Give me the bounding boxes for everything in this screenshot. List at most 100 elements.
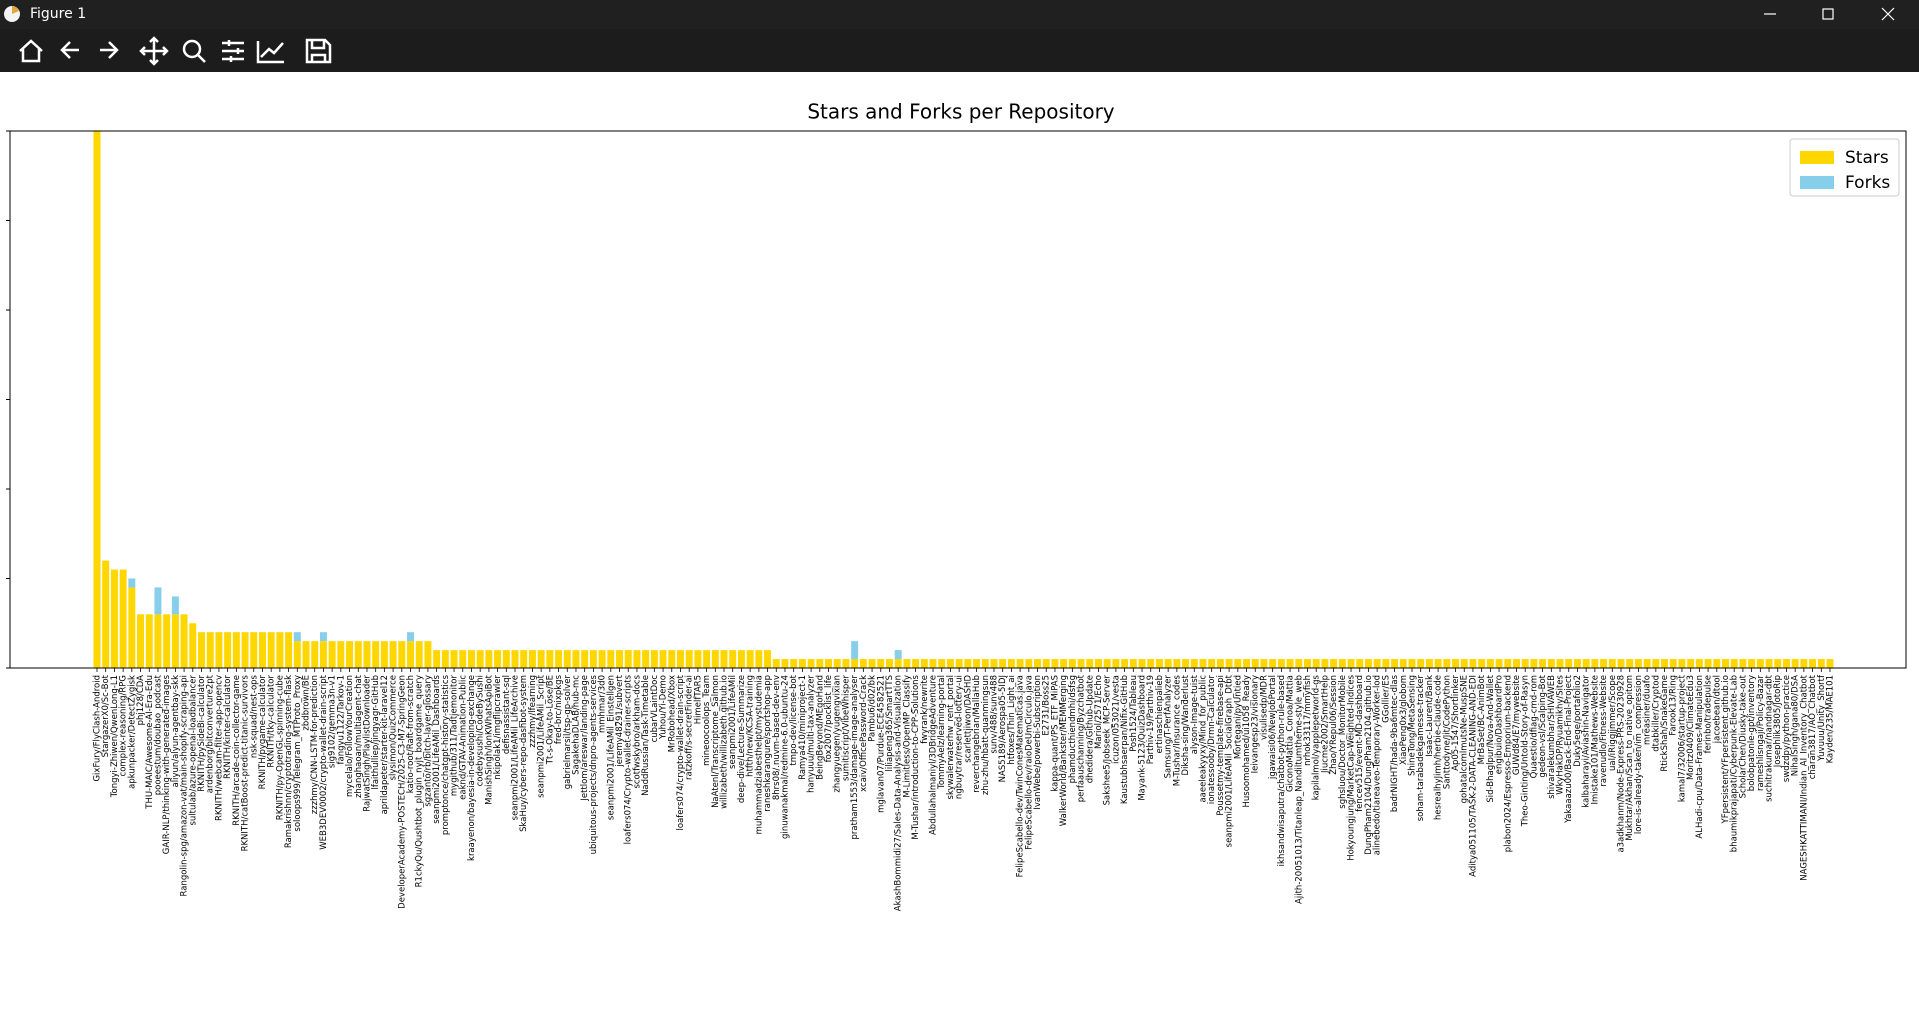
x-tick-label: WalkerWorld/Bankster/MEMMerging [1059,675,1069,826]
x-tick-label: Farook13/Ring [1669,675,1679,736]
x-tick-label: IvanWebe/powerbi-Subscription [1033,675,1043,810]
x-tick-label: Husoomohamed/ui1058_Ready [1242,675,1252,807]
x-tick-label: zzzhmy/lfearning [528,675,538,748]
x-tick-label: Diksha-sing/Wanderlust [1181,674,1191,775]
x-tick-label: E2731/Boss25 [1042,675,1052,736]
legend-swatch [1800,176,1834,189]
x-tick-label: RKNITH/pySideBi-calculator [197,674,207,791]
bar [1782,659,1790,668]
x-tick-label: Isaac-Laurent/Bank [1425,675,1435,757]
zoom-button[interactable] [182,39,202,59]
x-tick-label: Quaestio/dfiag-cmd-rom [1529,675,1539,778]
bar [798,659,806,668]
bar [1687,659,1695,668]
bar [1826,659,1834,668]
x-tick-label: Santtodyne/Jit/CodePython [1442,675,1452,789]
bar [1652,659,1660,668]
pan-button[interactable] [139,36,169,66]
x-tick-label: RKNITH/webcam-filter-app-opencv [214,675,224,821]
bar [1034,659,1042,668]
bar [1251,659,1259,668]
bar [1094,659,1102,668]
window-title: Figure 1 [30,6,87,22]
x-tick-label: Aditya051105/TASK-2-DATA-CLEANING-AND-ED… [1468,675,1478,877]
bar [424,641,432,668]
forward-button[interactable] [100,41,119,59]
bar [267,632,275,668]
bar [1573,659,1581,668]
bar [1199,659,1207,668]
bar [1739,659,1747,668]
bar [894,659,902,668]
bar [1408,659,1416,668]
bar [145,614,153,668]
x-tick-label: scarlettjiwon/DASHD [963,675,973,763]
bar [877,659,885,668]
bar [398,641,406,668]
bar [319,632,327,642]
bar [528,650,536,668]
x-tick-label: ManishSingh/lonKWhatsApiBot [484,674,494,804]
bar [816,659,824,668]
bar [703,650,711,668]
x-tick-label: Tt-s-Okay-to-Lose/BE [545,675,555,765]
bar [494,650,502,668]
bar [772,659,780,668]
x-tick-label: hanyuuu/multi-tax-analyzer [807,675,817,793]
x-tick-label: AkashBommidi27/Sales-Data-Analysis-and-V… [894,675,904,911]
x-tick-label: THU-MAIC/Awesome-AI-Era-Edu [145,675,155,810]
x-tick-label: sgzanto/rb/bitch-layer-glossary [423,675,433,807]
x-tick-label: BeingBeyond/MEgoHand [815,675,825,780]
x-tick-label: complex-reasoning/RPG [119,675,129,776]
bar [1016,659,1024,668]
x-tick-label: htfth/new/KCSA-training [746,675,756,777]
bar [102,560,110,668]
x-tick-label: aaeeleakyyxy/Mind_for_public [1198,675,1208,803]
bar [1669,659,1677,668]
axes-button[interactable] [256,41,284,64]
x-tick-label: Sid-Bhaglpur/Nova-And-Wallet [1486,674,1496,802]
x-tick-label: Abdullahalmaniyl/3DBridgeAdventure [929,675,939,835]
x-tick-label: Posh1524/Tableau [1129,675,1139,752]
maximize-button[interactable] [1822,8,1834,20]
x-tick-label: XiaoPeng0x3/globom [1399,675,1409,765]
x-tick-label: zhanghaoan/multiagent-chat [354,674,364,798]
close-button[interactable] [1881,7,1895,21]
x-tick-label: ginuwanakmal/redmine-6.0-ubuntu-24 [780,675,790,839]
bar [258,632,266,668]
x-tick-label: nkipolak1/imgflipcrawler [493,675,503,780]
bar [189,623,197,668]
x-tick-label: GixFury/FlyClash-Android [93,675,103,782]
x-tick-label: sumitiscript/VibeWhisper [841,675,851,782]
bar [1103,659,1111,668]
bar [920,659,928,668]
bar [1765,659,1773,668]
x-tick-label: ferinbo/tradepulse [1704,675,1714,753]
legend-label: Forks [1845,173,1890,193]
bar [224,632,232,668]
back-button[interactable] [60,41,79,59]
bar [1068,659,1076,668]
x-tick-label: M-Tushar/Insurance_codes [1172,674,1182,786]
x-tick-label: MrRobohead/Xbox [667,675,677,752]
x-tick-label: SagakehaDLAB/hub-mc [571,675,581,775]
bar [885,659,893,668]
bar [1391,659,1399,668]
x-tick-label: jgawaisi06/NewJobPortal [1268,675,1278,780]
x-tick-label: Moritz0409/ClimateEdu3 [1686,675,1696,780]
x-tick-label: perfaauschanning/Byzchatbot [1077,674,1087,802]
x-tick-label: apkunpacker/DetectZygisk [127,675,137,789]
bar [1173,659,1181,668]
x-tick-label: ratzkoff/s-secretFinder-ai [685,675,695,780]
save-button[interactable] [305,38,332,64]
bar [511,650,519,668]
bar [894,650,902,660]
bar [206,632,214,668]
bar [1460,659,1468,668]
x-tick-label: GUWd84/E7/mywebsite [1512,675,1522,775]
home-button[interactable] [19,39,43,63]
bar [955,659,963,668]
x-tick-label: Imistake101/Mathews-Website [1590,675,1600,805]
subplots-button[interactable] [222,40,244,62]
bar [1626,659,1634,668]
